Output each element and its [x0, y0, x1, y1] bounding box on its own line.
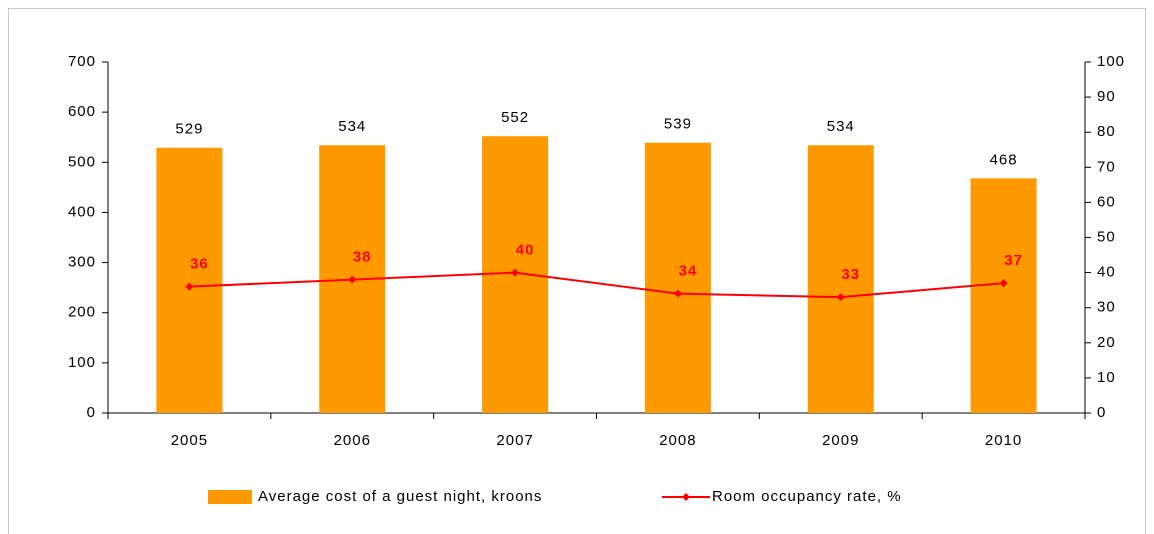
y2-tick-label: 60 [1097, 193, 1116, 210]
y2-tick-label: 40 [1097, 264, 1116, 281]
x-tick-label: 2008 [659, 432, 696, 449]
y2-tick-label: 90 [1097, 88, 1116, 105]
line-value-label: 38 [353, 249, 372, 266]
x-tick-label: 2006 [334, 432, 371, 449]
bar-value-label: 534 [338, 118, 366, 135]
x-tick-label: 2007 [496, 432, 533, 449]
legend-swatch [208, 490, 252, 504]
line-marker [185, 282, 194, 291]
chart-frame [8, 8, 1146, 534]
line-marker [348, 275, 357, 284]
bar [970, 178, 1037, 413]
legend-label: Average cost of a guest night, kroons [258, 488, 542, 505]
bar [644, 142, 711, 414]
y-tick-label: 700 [68, 53, 96, 70]
y-tick-label: 600 [68, 103, 96, 120]
y-tick-label: 0 [87, 404, 96, 421]
y2-tick-label: 20 [1097, 334, 1116, 351]
y2-tick-label: 70 [1097, 158, 1116, 175]
legend-label: Room occupancy rate, % [712, 488, 902, 505]
bar [807, 145, 874, 414]
bar [156, 147, 223, 413]
bar-value-label: 468 [990, 151, 1018, 168]
line-value-label: 37 [1004, 252, 1023, 269]
line-marker [511, 268, 520, 277]
legend-marker [682, 493, 690, 501]
line [189, 271, 1004, 299]
y2-tick-label: 10 [1097, 369, 1116, 386]
y-tick-label: 400 [68, 203, 96, 220]
x-tick-label: 2005 [171, 432, 208, 449]
line-value-label: 34 [679, 263, 698, 280]
line-value-label: 36 [190, 256, 209, 273]
line-value-label: 40 [516, 242, 535, 259]
y-tick-label: 300 [68, 254, 96, 271]
line-value-label: 33 [841, 266, 860, 283]
y2-tick-label: 50 [1097, 228, 1116, 245]
bar-value-label: 534 [827, 118, 855, 135]
bar-value-label: 552 [501, 109, 529, 126]
y2-tick-label: 100 [1097, 53, 1125, 70]
y2-tick-label: 0 [1097, 404, 1106, 421]
line-marker [836, 293, 845, 302]
line-marker [999, 279, 1008, 288]
x-tick-label: 2010 [985, 432, 1022, 449]
y-tick-label: 100 [68, 354, 96, 371]
x-tick-label: 2009 [822, 432, 859, 449]
y-tick-label: 200 [68, 304, 96, 321]
y2-tick-label: 30 [1097, 299, 1116, 316]
bar-value-label: 529 [175, 121, 203, 138]
bar-value-label: 539 [664, 116, 692, 133]
line-marker [673, 289, 682, 298]
y2-tick-label: 80 [1097, 123, 1116, 140]
y-tick-label: 500 [68, 153, 96, 170]
